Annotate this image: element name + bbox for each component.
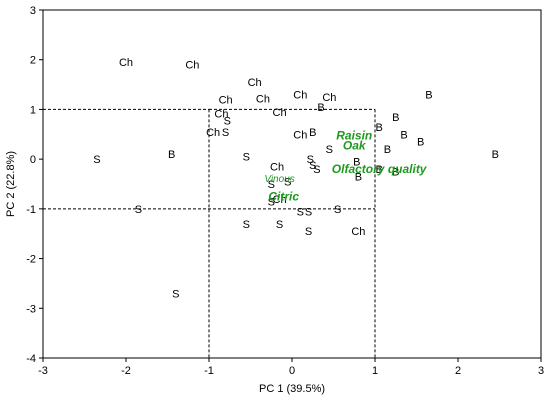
- score-point: S: [243, 219, 250, 231]
- score-point: S: [135, 204, 142, 216]
- guide-box: [43, 108, 376, 358]
- y-axis-title: PC 2 (22.8%): [5, 151, 17, 217]
- loading-label: Oak: [343, 139, 367, 153]
- score-point: B: [168, 149, 175, 161]
- score-point: S: [305, 206, 312, 218]
- y-axis: -4 -3 -2 -1 0 1 2 3: [26, 5, 43, 365]
- score-point: S: [268, 196, 275, 208]
- score-point: S: [222, 127, 229, 139]
- score-point: B: [417, 137, 424, 149]
- score-point: Ch: [270, 162, 284, 174]
- score-point: B: [425, 90, 432, 102]
- x-tick-label: 1: [372, 365, 378, 377]
- y-tick-label: -1: [26, 204, 36, 216]
- score-point: Ch: [206, 127, 220, 139]
- x-tick-label: 3: [538, 365, 544, 377]
- loading-label: Vinous: [264, 174, 294, 185]
- y-tick-label: -3: [26, 303, 36, 315]
- y-tick-label: 2: [30, 55, 36, 67]
- score-point: S: [276, 219, 283, 231]
- x-tick-label: -2: [121, 365, 131, 377]
- x-axis: -3 -2 -1 0 1 2 3: [38, 358, 544, 377]
- y-tick-label: 3: [30, 5, 36, 17]
- score-point: S: [243, 152, 250, 164]
- y-tick-label: -4: [26, 353, 36, 365]
- score-point: S: [305, 226, 312, 238]
- score-point: B: [375, 164, 382, 176]
- score-point: Ch: [273, 107, 287, 119]
- score-point: Ch: [119, 57, 133, 69]
- score-point: S: [224, 115, 231, 127]
- score-point: S: [307, 154, 314, 166]
- score-point: S: [334, 204, 341, 216]
- score-point: B: [384, 144, 391, 156]
- score-point: Ch: [293, 90, 307, 102]
- score-point: B: [392, 112, 399, 124]
- score-point: S: [172, 288, 179, 300]
- score-point: Ch: [219, 94, 233, 106]
- score-point: S: [284, 177, 291, 189]
- loading-label: Citric: [268, 189, 299, 203]
- score-point: Ch: [185, 60, 199, 72]
- score-point: Ch: [322, 92, 336, 104]
- score-point: Ch: [293, 129, 307, 141]
- score-point: Ch: [273, 194, 287, 206]
- x-tick-label: 0: [289, 365, 295, 377]
- y-tick-label: -2: [26, 254, 36, 266]
- score-point: B: [375, 122, 382, 134]
- score-point: S: [326, 144, 333, 156]
- x-tick-label: -3: [38, 365, 48, 377]
- score-point: B: [392, 167, 399, 179]
- score-point: S: [297, 206, 304, 218]
- score-point: B: [400, 129, 407, 141]
- score-point: Ch: [214, 108, 228, 120]
- loading-label: Olfactory quality: [332, 162, 428, 176]
- x-tick-label: 2: [455, 365, 461, 377]
- loading-label: Raisin: [336, 128, 372, 142]
- score-point: B: [317, 102, 324, 114]
- score-point: B: [492, 149, 499, 161]
- score-point: S: [309, 160, 316, 172]
- x-tick-label: -1: [204, 365, 214, 377]
- score-point: B: [355, 172, 362, 184]
- score-point: Ch: [256, 93, 270, 105]
- x-axis-title: PC 1 (39.5%): [259, 383, 325, 395]
- y-tick-label: 0: [30, 154, 36, 166]
- score-point: S: [313, 164, 320, 176]
- score-point: Ch: [351, 226, 365, 238]
- score-point: Ch: [248, 77, 262, 89]
- score-point: B: [353, 157, 360, 169]
- y-tick-label: 1: [30, 104, 36, 116]
- score-point: S: [268, 179, 275, 191]
- score-point: S: [93, 154, 100, 166]
- score-point: B: [309, 127, 316, 139]
